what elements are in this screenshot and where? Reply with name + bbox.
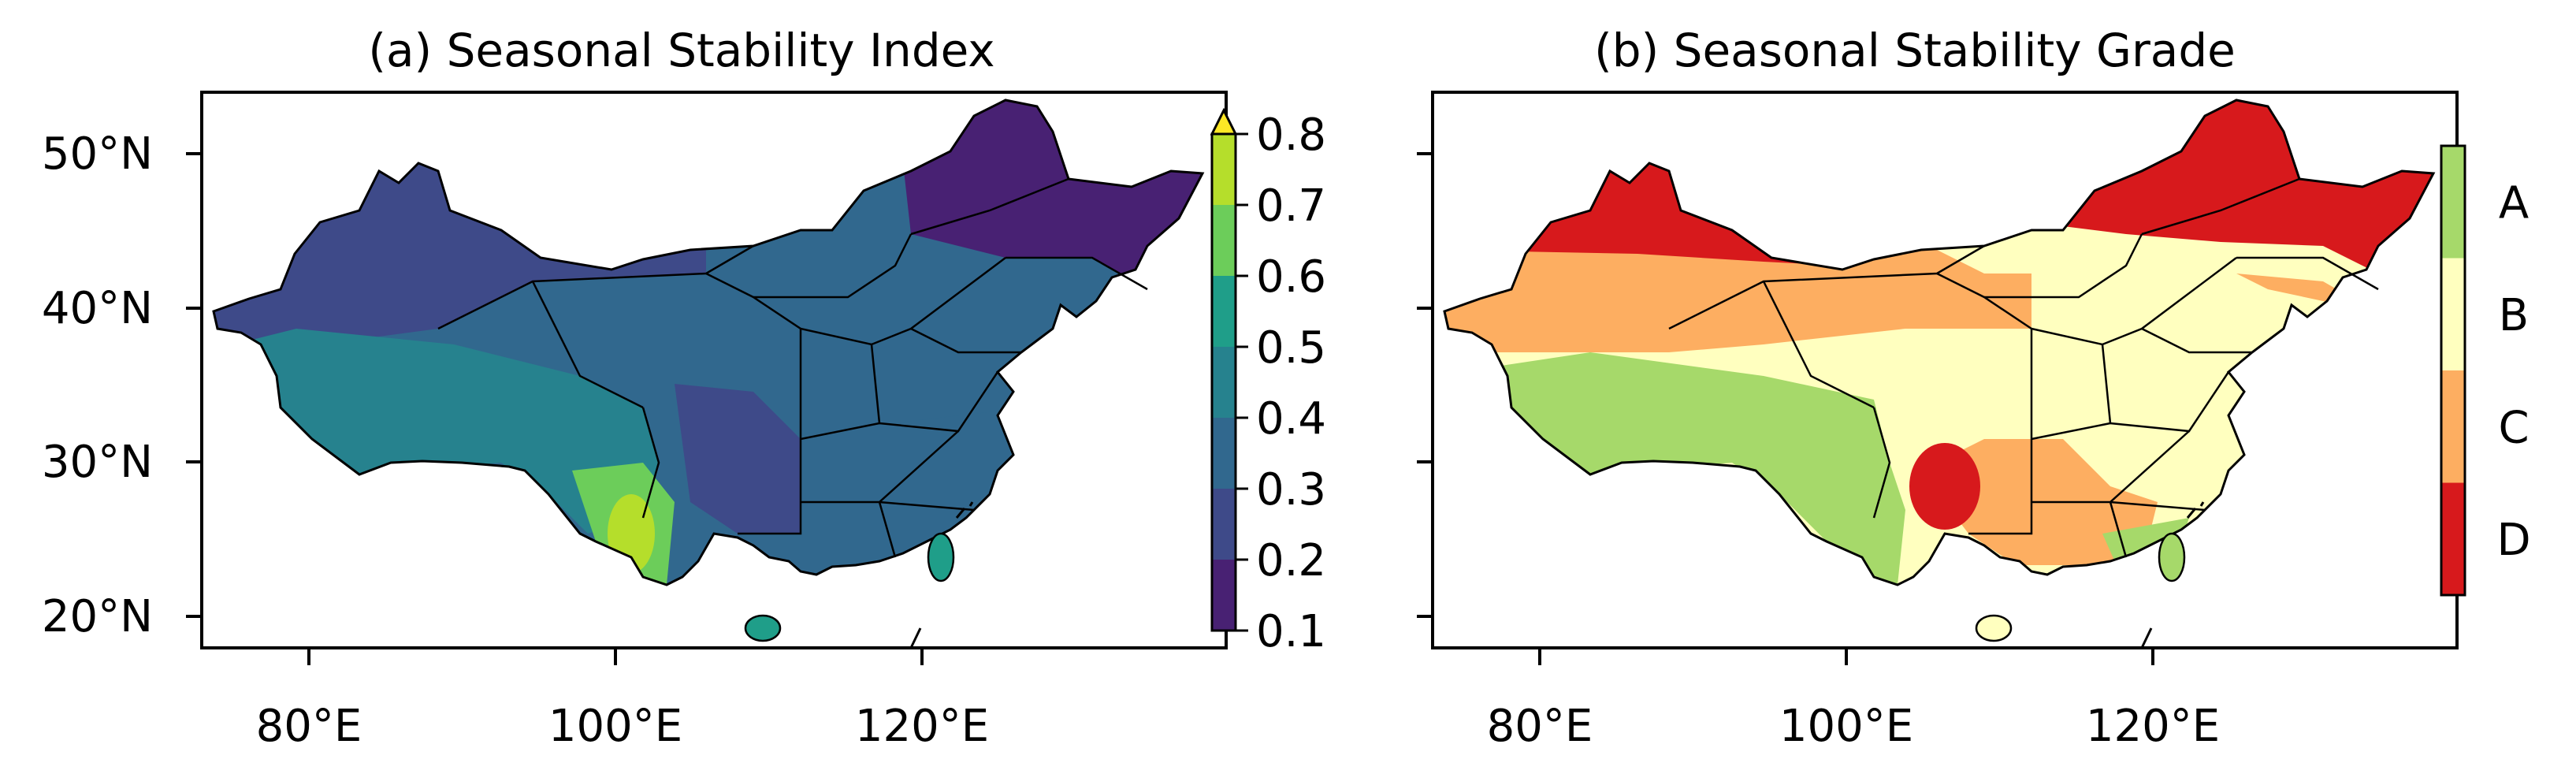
colorbar-a-tick-label: 0.4 [1256,393,1326,445]
colorbar-b-segments [2441,146,2465,595]
grade-b-sichuan-d [1909,443,1980,530]
panel-a-fill [214,100,1203,585]
colorbar-a-frame [1210,132,1237,632]
panel-b-map [1417,91,2459,665]
colorbar-b-segment [2441,482,2465,595]
colorbar-a-tick-label: 0.3 [1256,464,1326,515]
colorbar-b-grade-label: B [2499,290,2529,341]
colorbar-a-segment [1212,134,1236,205]
colorbar-b-grade-label: A [2499,177,2529,229]
taiwan-island-b [2158,532,2186,582]
colorbar-a-segment [1212,205,1236,276]
colorbar-a-tick-label: 0.2 [1256,535,1326,586]
colorbar-a-tick-label: 0.7 [1256,180,1326,232]
x-tick-80-a: 80°E [256,701,362,752]
grade-b-tibet-a [1444,352,1905,585]
colorbar-b-segment [2441,146,2465,259]
y-tick-40: 40°N [42,283,153,334]
colorbar-b-segment [2441,370,2465,483]
region-a-sichuan [675,384,801,534]
colorbar-b-grade-label: C [2498,402,2529,453]
x-tick-120-b: 120°E [2086,701,2220,752]
x-tick-100-b: 100°E [1779,701,1913,752]
colorbar-b-labels: A B C D [2496,177,2530,566]
colorbar-b-grade-label: D [2496,515,2530,566]
colorbar-a-tick-label: 0.8 [1256,110,1326,161]
y-tick-30: 30°N [42,437,153,488]
panel-a-provinces [437,177,1148,558]
colorbar-a-segment [1212,418,1236,489]
colorbar-a-segment [1212,489,1236,560]
colorbar-a-tick-label: 0.1 [1256,606,1326,657]
y-tick-50: 50°N [42,128,153,180]
colorbar-a-ticks: 0.1 0.2 0.3 0.4 0.5 0.6 0.7 0.8 [1236,110,1326,657]
panel-b-title: (b) Seasonal Stability Grade [1594,24,2236,77]
region-a-yunnan-hotspot [608,494,655,573]
panel-a-colorbar: 0.1 0.2 0.3 0.4 0.5 0.6 0.7 0.8 [1210,107,1326,657]
grade-b-northwest-d [1444,100,1842,266]
x-tick-80-b: 80°E [1487,701,1593,752]
colorbar-a-segment [1212,276,1236,347]
panel-a-map [186,91,1228,665]
x-tick-120-a: 120°E [855,701,989,752]
panel-a-title: (a) Seasonal Stability Index [368,24,994,77]
colorbar-b-frame [2440,144,2466,597]
panel-b-fill [1444,100,2433,585]
y-tick-20: 20°N [42,591,153,642]
hainan-island-b [1975,614,2013,642]
colorbar-a-tick-label: 0.5 [1256,322,1326,374]
region-a-tibet [214,329,659,534]
colorbar-b-segment [2441,258,2465,370]
colorbar-a-segments [1212,134,1236,631]
colorbar-a-segment [1212,560,1236,631]
panel-b-provinces [1668,177,2379,558]
x-tick-100-a: 100°E [548,701,682,752]
taiwan-island-a [927,532,955,582]
colorbar-a-tick-label: 0.6 [1256,251,1326,303]
colorbar-a-segment [1212,347,1236,418]
colorbar-a-extend-arrow [1210,107,1238,136]
panel-b-colorbar: A B C D [2440,144,2531,597]
hainan-island-a [744,614,782,642]
